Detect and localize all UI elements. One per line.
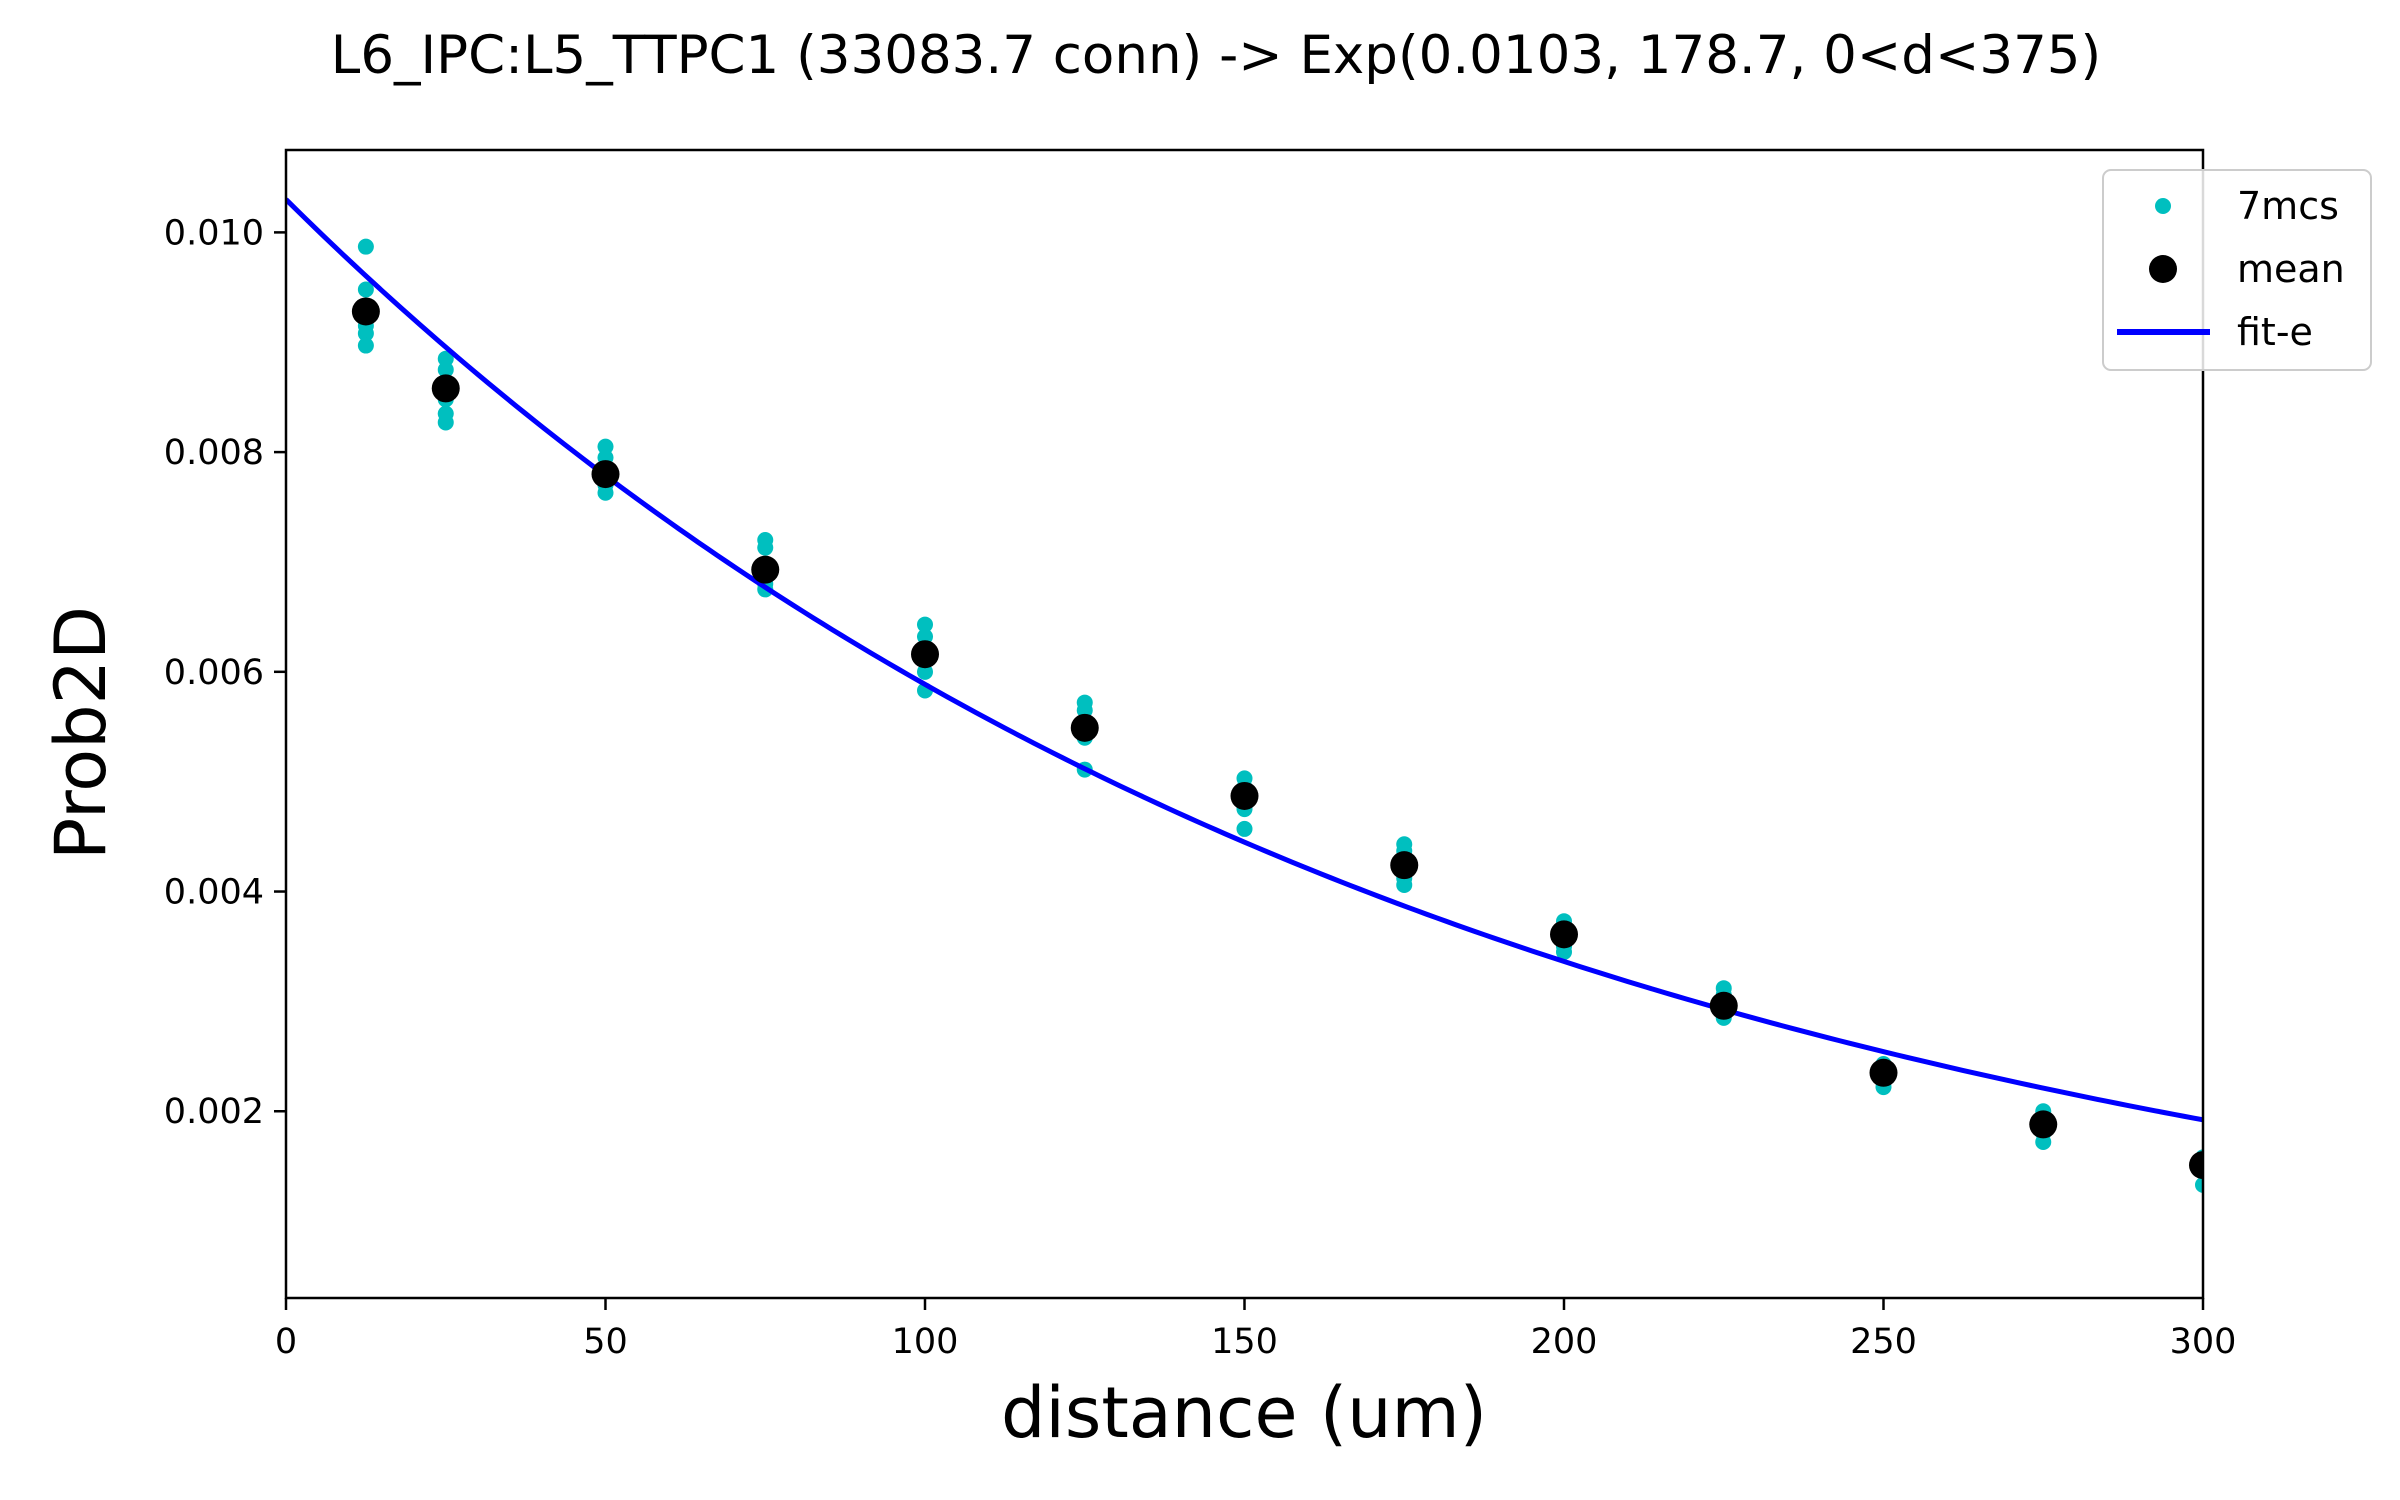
sample-point [357,238,374,255]
sample-point [917,663,933,680]
mean-point [2029,1110,2058,1139]
mean-point [751,555,780,584]
sample-point [2195,1176,2203,1193]
chart-title: L6_IPC:L5_TTPC1 (33083.7 conn) -> Exp(0.… [331,25,2101,86]
x-axis-label: distance (um) [1001,1372,1487,1454]
x-tick-label: 200 [1531,1322,1598,1362]
legend-label-fit: fit-e [2237,310,2313,354]
mean-point [351,297,380,326]
sample-point [597,438,614,455]
sample-point [757,539,774,556]
legend-label-mean: mean [2237,247,2345,291]
mean-point [591,460,620,489]
mean-point [431,374,460,403]
mean-point [1550,920,1578,949]
sample-point [357,337,374,354]
y-axis-label: Prob2D [40,606,122,860]
legend-box [2102,169,2372,371]
x-tick-label: 100 [892,1322,959,1362]
y-tick-label: 0.006 [164,653,264,693]
sample-point [437,350,454,367]
sample-point [1556,943,1572,960]
y-tick-label: 0.002 [164,1092,264,1132]
axis-ticks: 0 50 100 150 200 250 300 0.002 0.004 0.006 0.008 0.… [164,148,2237,1362]
y-tick-label: 0.010 [164,213,264,253]
mean-point [1230,781,1259,810]
x-tick-label: 250 [1850,1322,1917,1362]
legend: 7mcs mean fit-e [2102,169,2372,371]
sample-point [1076,702,1093,719]
sample-point [437,361,454,378]
mean-point [2189,1151,2203,1180]
sample-point [357,281,374,298]
x-tick-label: 0 [275,1322,297,1362]
mean-point [1709,991,1738,1020]
sample-point [917,616,933,633]
sample-point [357,325,374,342]
plot-area [286,197,2203,1193]
sample-point [1236,820,1253,837]
mean-point [1869,1058,1898,1087]
mean-point [1390,851,1419,880]
x-tick-label: 300 [2170,1322,2237,1362]
legend-label-samples: 7mcs [2237,184,2339,228]
fit-line [286,197,2203,1123]
plot-frame [284,148,2205,1300]
sample-point [597,484,614,501]
mean-point [911,640,939,669]
y-tick-label: 0.004 [164,873,264,913]
x-tick-label: 50 [583,1322,628,1362]
sample-point [2035,1134,2052,1151]
legend-marker-samples [2155,198,2171,214]
sample-point [437,414,454,431]
mean-point [1070,713,1099,742]
x-tick-label: 150 [1211,1322,1278,1362]
sample-point [917,628,933,645]
y-tick-label: 0.008 [164,433,264,473]
sample-point [1396,876,1413,893]
legend-marker-mean [2149,255,2177,283]
